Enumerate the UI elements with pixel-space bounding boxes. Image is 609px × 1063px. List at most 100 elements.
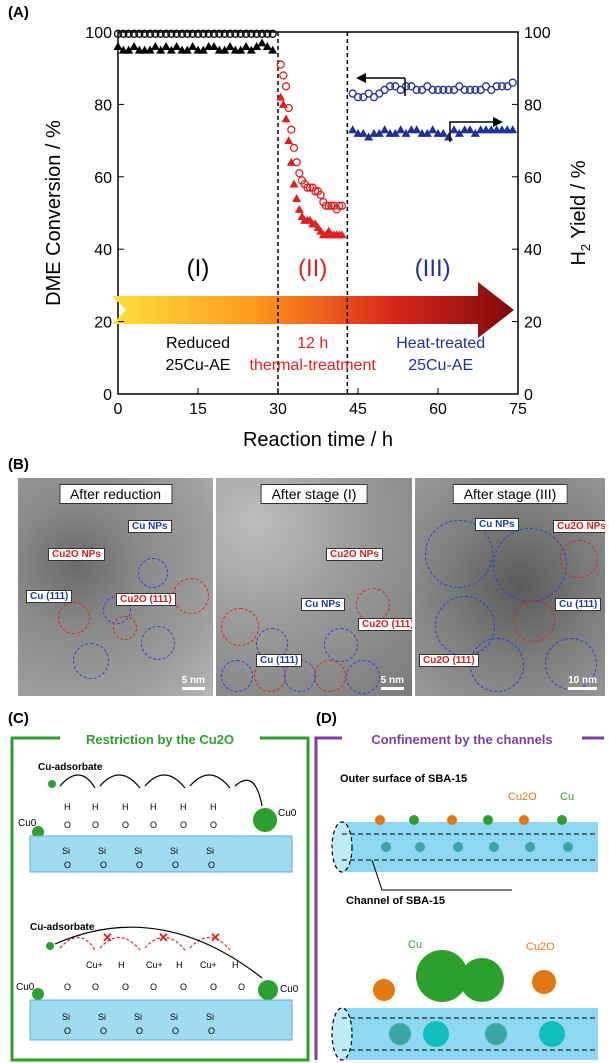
conversion-point bbox=[276, 60, 285, 69]
yield-point bbox=[286, 157, 296, 166]
conversion-point bbox=[284, 103, 293, 113]
cu-particle bbox=[73, 643, 109, 679]
scale-bar-1: 5 nm bbox=[181, 675, 205, 690]
conversion-point bbox=[316, 190, 325, 200]
tem-label: Cu2O (111) bbox=[419, 654, 479, 667]
stage-note: 12 h bbox=[297, 335, 328, 352]
svg-text:Si: Si bbox=[170, 846, 178, 856]
svg-text:Si: Si bbox=[62, 846, 70, 856]
cu0-label: Cu0 bbox=[16, 982, 35, 993]
tem-label: Cu (111) bbox=[26, 590, 73, 603]
conversion-point bbox=[135, 29, 144, 38]
conversion-point bbox=[471, 85, 480, 95]
yield-point bbox=[358, 128, 368, 137]
yield-point bbox=[294, 204, 304, 213]
y-axis-label-right: H2 Yield / % bbox=[568, 160, 593, 265]
panel-a-letter: (A) bbox=[8, 4, 29, 21]
y-tick-label-left: 60 bbox=[94, 170, 112, 187]
yield-point bbox=[396, 125, 406, 134]
conversion-point bbox=[167, 29, 176, 38]
conversion-point bbox=[215, 29, 224, 38]
yield-point bbox=[374, 128, 384, 137]
right-axis-arrow-path bbox=[449, 121, 494, 142]
conversion-point bbox=[321, 201, 331, 210]
svg-text:H: H bbox=[210, 802, 217, 812]
tube-end-1 bbox=[331, 821, 353, 873]
tem-image-2: After stage (I) Cu2O NPs Cu NPs Cu (111)… bbox=[216, 478, 412, 696]
stage-note: 25Cu-AE bbox=[166, 357, 231, 374]
yield-point bbox=[401, 128, 411, 137]
stage-note: Heat-treated bbox=[396, 335, 485, 352]
tube-end-2 bbox=[331, 1007, 353, 1061]
yield-point bbox=[145, 45, 155, 54]
outer-surface-label: Outer surface of SBA-15 bbox=[340, 773, 467, 785]
y-tick-label-left: 20 bbox=[94, 315, 112, 332]
conversion-point bbox=[337, 201, 347, 210]
svg-text:O: O bbox=[100, 1026, 107, 1036]
channel-particle bbox=[389, 1023, 411, 1045]
svg-text:H: H bbox=[122, 802, 129, 812]
svg-text:O: O bbox=[64, 820, 71, 830]
yield-point bbox=[278, 99, 288, 108]
tem-label: Cu NPs bbox=[301, 598, 345, 611]
conversion-point bbox=[281, 82, 291, 91]
svg-text:O: O bbox=[208, 1026, 215, 1036]
stage-arrow bbox=[112, 282, 514, 338]
channel-particle bbox=[485, 1023, 507, 1045]
x-tick-label: 60 bbox=[429, 401, 447, 418]
cu-particle bbox=[324, 628, 358, 662]
cu0-particle-left bbox=[32, 826, 44, 838]
long-arrow bbox=[54, 926, 263, 979]
conversion-point bbox=[220, 29, 229, 38]
x-tick-label: 15 bbox=[189, 401, 207, 418]
conversion-point bbox=[279, 71, 288, 80]
cu2o-particle bbox=[58, 602, 90, 634]
svg-text:Si: Si bbox=[134, 846, 142, 856]
conversion-point bbox=[156, 29, 165, 38]
svg-text:✕: ✕ bbox=[210, 930, 221, 945]
svg-text:✕: ✕ bbox=[158, 930, 169, 945]
yield-point bbox=[364, 132, 374, 141]
panel-d-letter: (D) bbox=[316, 710, 337, 727]
yield-point bbox=[172, 41, 182, 50]
svg-text:O: O bbox=[208, 860, 215, 870]
scheme-c-title: Restriction by the Cu2O bbox=[86, 732, 234, 747]
svg-text:H: H bbox=[176, 960, 183, 970]
yield-point bbox=[156, 45, 166, 54]
scheme-d: Confinement by the channels Outer surfac… bbox=[314, 730, 604, 1061]
conversion-point bbox=[252, 29, 261, 38]
cu0-label: Cu0 bbox=[18, 818, 37, 829]
tem-title-1: After reduction bbox=[58, 484, 173, 504]
y-tick-label-right: 20 bbox=[524, 315, 542, 332]
yield-point bbox=[380, 125, 390, 134]
conversion-point bbox=[268, 29, 277, 38]
conversion-point bbox=[129, 29, 139, 38]
tem-label: Cu2O NPs bbox=[48, 548, 105, 561]
y-tick-label-right: 40 bbox=[524, 242, 542, 259]
y-axis-label-left: DME Conversion / % bbox=[43, 120, 65, 306]
conversion-point bbox=[353, 93, 363, 102]
yield-point bbox=[268, 45, 278, 54]
yield-point bbox=[289, 179, 299, 188]
svg-text:O: O bbox=[180, 820, 187, 830]
tem-image-1: After reduction Cu NPs Cu2O NPs Cu (111)… bbox=[18, 478, 213, 696]
cu-particle bbox=[221, 660, 253, 692]
y-tick-label-right: 60 bbox=[524, 170, 542, 187]
stage-label: (II) bbox=[298, 255, 327, 282]
left-axis-arrow-head bbox=[356, 73, 366, 83]
yield-point bbox=[276, 92, 286, 101]
cu-particle bbox=[346, 660, 380, 694]
channel-particle bbox=[539, 1021, 565, 1047]
svg-text:O: O bbox=[122, 982, 129, 992]
conversion-point bbox=[209, 29, 219, 38]
adsorbate-atom bbox=[46, 942, 54, 950]
yield-point bbox=[470, 128, 480, 137]
conversion-point bbox=[241, 29, 251, 38]
conversion-point bbox=[145, 29, 155, 38]
adsorbate-label-2: Cu-adsorbate bbox=[30, 922, 95, 933]
scheme-d-title: Confinement by the channels bbox=[371, 732, 552, 747]
yield-point bbox=[449, 125, 459, 134]
cu2o-particle bbox=[314, 660, 346, 692]
svg-text:H: H bbox=[180, 802, 187, 812]
conversion-point bbox=[439, 85, 448, 95]
